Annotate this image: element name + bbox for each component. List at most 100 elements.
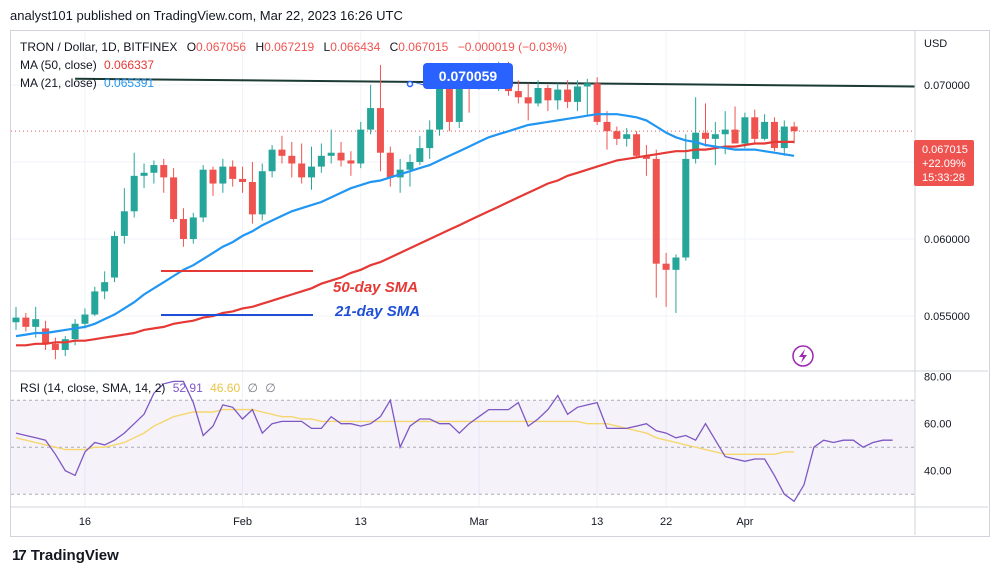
price-tag-price: 0.067015 xyxy=(922,144,968,156)
rsi-tick-label: 60.00 xyxy=(924,419,952,431)
axes: 0.0700000.0650000.0600000.055000USD16Feb… xyxy=(11,31,988,535)
candle-body xyxy=(91,291,99,315)
candle-body xyxy=(406,161,414,170)
candle-body xyxy=(268,149,276,172)
candle-body xyxy=(741,117,749,144)
time-tick-label: Mar xyxy=(469,516,488,528)
candle-body xyxy=(81,314,89,324)
rsi-pane xyxy=(15,380,893,503)
footer-brand-text: TradingView xyxy=(30,547,119,564)
price-tick-label: 0.070000 xyxy=(924,80,970,92)
candle-body xyxy=(239,178,247,183)
rsi-band xyxy=(11,399,915,495)
sma50-label: 50-day SMA xyxy=(333,279,418,296)
candle-body xyxy=(229,166,237,179)
annotations: 50-day SMA 21-day SMA 0.070059 0.067015 +22.… xyxy=(161,63,974,367)
candle-body xyxy=(288,155,296,164)
candle-body xyxy=(603,121,611,132)
candle-body xyxy=(514,91,522,98)
ma21-value: 0.065391 xyxy=(104,76,155,90)
candle-body xyxy=(534,88,542,104)
candle-body xyxy=(702,132,709,139)
candle-body xyxy=(682,158,690,258)
symbol-label: TRON / Dollar, 1D, BITFINEX xyxy=(20,40,178,54)
time-tick-label: Feb xyxy=(233,516,252,528)
candle-body xyxy=(101,282,109,292)
rsi-legend: RSI (14, close, SMA, 14, 2) 52.91 46.60 … xyxy=(20,381,276,395)
candle-body xyxy=(376,108,384,153)
price-tick-label: 0.055000 xyxy=(924,311,970,323)
open-label: O xyxy=(186,40,197,54)
candle-body xyxy=(140,172,148,176)
candle-body xyxy=(711,134,719,139)
candle-body xyxy=(544,88,552,101)
candle-body xyxy=(120,211,128,236)
candle-body xyxy=(721,129,729,135)
candle-body xyxy=(357,129,365,164)
rsi-sma-line xyxy=(15,408,795,455)
lightning-icon-bolt xyxy=(799,349,807,363)
rsi-empty-2: ∅ xyxy=(265,381,276,395)
candle-body xyxy=(150,165,158,173)
chart-frame xyxy=(10,30,990,537)
currency-label: USD xyxy=(924,38,947,50)
candle-body xyxy=(337,152,345,161)
ma21-legend: MA (21, close) 0.065391 xyxy=(20,76,154,90)
change-value: −0.000019 (−0.03%) xyxy=(457,40,568,54)
candle-body xyxy=(248,182,256,215)
ma50-value: 0.066337 xyxy=(104,58,155,72)
candle-body xyxy=(189,217,197,240)
candle-body xyxy=(672,257,680,270)
ma50-label: MA (50, close) xyxy=(20,58,97,72)
candle-body xyxy=(61,339,69,350)
rsi-empty-1: ∅ xyxy=(247,381,258,395)
sma21-label: 21-day SMA xyxy=(334,303,420,320)
price-tag: 0.067015 +22.09% 15:33:28 xyxy=(914,140,974,186)
close-value: 0.067015 xyxy=(398,40,449,54)
candle-body xyxy=(160,165,168,178)
candle-body xyxy=(524,97,532,104)
candle-body xyxy=(573,86,581,102)
candle-body xyxy=(32,319,40,327)
tradingview-logo-icon: 17 xyxy=(12,547,27,564)
callout-box xyxy=(423,63,513,89)
ohlc-legend: TRON / Dollar, 1D, BITFINEX O0.067056 H0… xyxy=(20,40,567,54)
candle-body xyxy=(170,177,178,219)
candle-body xyxy=(219,166,227,184)
candle-body xyxy=(130,175,138,212)
candle-body xyxy=(42,328,50,344)
candle-body xyxy=(613,131,621,139)
candle-body xyxy=(770,121,778,149)
footer-brand[interactable]: 17 TradingView xyxy=(12,547,119,564)
callout-value: 0.070059 xyxy=(439,68,498,84)
candle-body xyxy=(662,263,670,270)
rsi-value: 52.91 xyxy=(172,381,203,395)
ma50-legend: MA (50, close) 0.066337 xyxy=(20,58,154,72)
ma50-line xyxy=(16,140,795,347)
candle-body xyxy=(652,158,660,264)
rsi-sma-value: 46.60 xyxy=(210,381,241,395)
candle-body xyxy=(593,83,601,122)
candle-body xyxy=(258,171,266,215)
candle-body xyxy=(455,75,463,122)
callout-anchor xyxy=(406,80,414,88)
ma21-line xyxy=(15,113,795,338)
time-tick-label: 22 xyxy=(660,516,672,528)
price-tag-change: +22.09% xyxy=(922,158,966,170)
candle-body xyxy=(642,155,650,159)
high-value: 0.067219 xyxy=(264,40,315,54)
rsi-tick-label: 40.00 xyxy=(924,466,952,478)
candle-body xyxy=(426,129,434,149)
rsi-line xyxy=(15,380,893,503)
candle-body xyxy=(692,132,700,159)
candle-body xyxy=(623,134,631,139)
lightning-icon xyxy=(792,345,814,367)
high-label: H xyxy=(255,40,265,54)
candle-body xyxy=(22,317,30,327)
candle-body xyxy=(199,169,207,218)
candle-body xyxy=(780,126,788,149)
open-value: 0.067056 xyxy=(196,40,247,54)
candle-body xyxy=(790,126,798,132)
candle-body xyxy=(633,134,641,156)
